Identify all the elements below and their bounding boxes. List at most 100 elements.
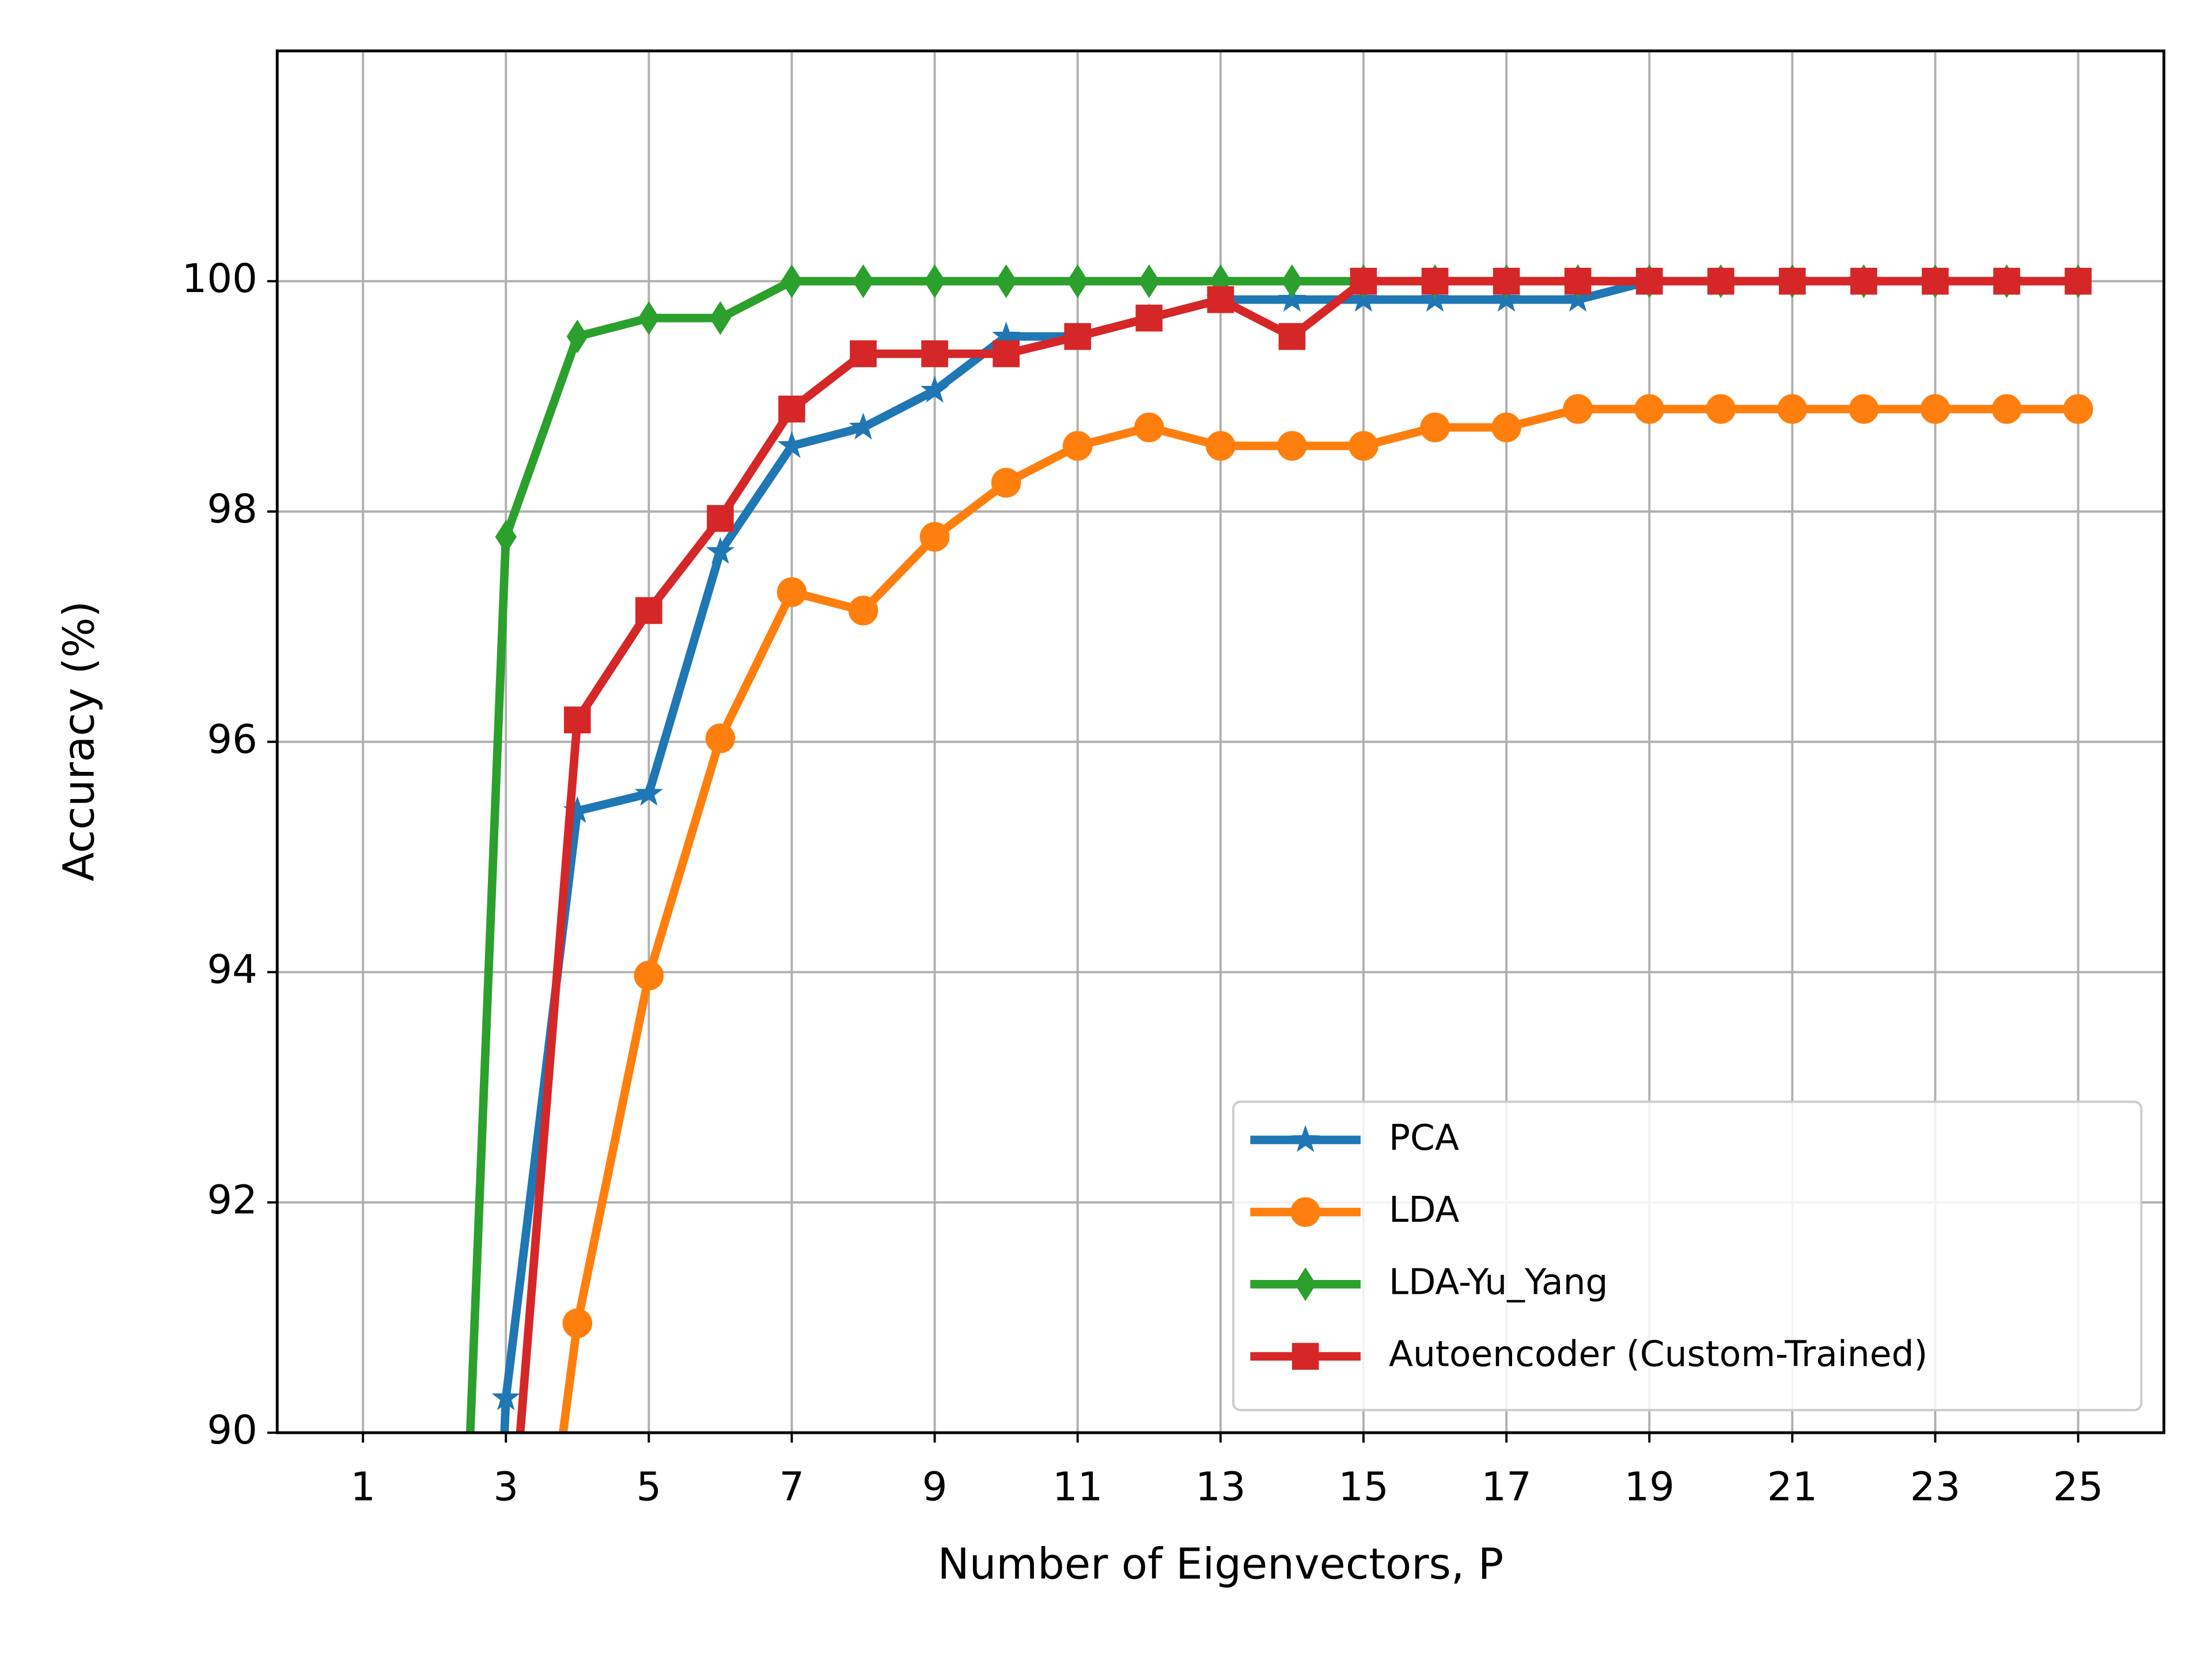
data-point <box>1849 394 1879 424</box>
data-point <box>1991 394 2022 424</box>
y-tick-label: 96 <box>207 717 257 763</box>
data-point <box>1922 267 1949 295</box>
data-point <box>1135 304 1163 332</box>
data-point <box>777 431 806 458</box>
data-point <box>993 340 1020 368</box>
x-tick-label: 19 <box>1624 1464 1675 1510</box>
data-point <box>1993 267 2020 295</box>
data-point <box>995 264 1017 298</box>
legend-label: Autoencoder (Custom-Trained) <box>1389 1334 1927 1375</box>
legend-marker <box>1291 1125 1320 1152</box>
data-point <box>1277 431 1307 461</box>
data-point <box>778 395 805 423</box>
data-point <box>921 340 948 368</box>
data-point <box>2065 267 2092 295</box>
x-tick-label: 5 <box>636 1464 661 1510</box>
x-tick-label: 7 <box>779 1464 805 1510</box>
y-tick-label: 98 <box>207 486 257 532</box>
legend-label: LDA <box>1389 1190 1459 1230</box>
plot-frame <box>275 49 2165 1434</box>
x-tick-label: 1 <box>350 1464 376 1510</box>
data-point <box>1563 394 1593 424</box>
data-point <box>705 723 736 753</box>
data-point <box>1850 267 1877 295</box>
data-point <box>777 577 807 607</box>
y-axis-label: Accuracy (%) <box>55 601 104 881</box>
data-point <box>1706 394 1736 424</box>
data-point <box>566 319 588 354</box>
data-point <box>923 264 946 298</box>
y-tick-label: 90 <box>207 1407 257 1453</box>
data-point <box>1207 286 1234 313</box>
data-point <box>1349 431 1378 461</box>
data-point <box>1138 264 1160 298</box>
x-tick-label: 13 <box>1195 1464 1245 1510</box>
data-point <box>491 1383 520 1411</box>
data-point <box>1349 285 1378 312</box>
data-point <box>1492 285 1521 312</box>
data-point <box>1206 431 1236 461</box>
x-tick-label: 25 <box>2053 1464 2103 1510</box>
x-axis-label: Number of Eigenvectors, P <box>938 1540 1504 1589</box>
data-point <box>781 264 803 298</box>
data-point <box>1634 394 1665 424</box>
data-point <box>562 1308 593 1339</box>
data-point <box>1281 264 1303 298</box>
data-point <box>563 706 591 734</box>
data-point <box>1350 267 1377 295</box>
data-point <box>1420 412 1450 442</box>
data-point <box>1635 267 1663 295</box>
data-point <box>709 301 732 335</box>
data-point <box>1779 267 1806 295</box>
x-tick-label: 17 <box>1481 1464 1531 1510</box>
data-point <box>848 596 878 626</box>
x-tick-label: 15 <box>1338 1464 1388 1510</box>
data-point <box>495 520 517 554</box>
data-point <box>1920 394 1950 424</box>
plot-area <box>465 264 2093 1433</box>
data-point <box>1064 323 1092 350</box>
data-point <box>1062 431 1093 461</box>
y-tick-label: 100 <box>182 256 257 302</box>
legend-label: LDA-Yu_Yang <box>1389 1262 1608 1302</box>
x-tick-label: 9 <box>922 1464 948 1510</box>
data-point <box>706 537 735 564</box>
data-point <box>1707 267 1734 295</box>
data-point <box>1563 285 1592 312</box>
data-point <box>852 264 874 298</box>
data-point <box>919 522 950 552</box>
x-tick-label: 23 <box>1910 1464 1960 1510</box>
data-point <box>1067 264 1089 298</box>
data-point <box>1421 285 1449 312</box>
x-tick-label: 11 <box>1052 1464 1103 1510</box>
y-tick-label: 94 <box>207 947 257 993</box>
legend-label: PCA <box>1389 1118 1459 1158</box>
legend-marker <box>1294 1267 1316 1301</box>
x-tick-label: 21 <box>1767 1464 1817 1510</box>
data-point <box>850 340 877 368</box>
legend-box <box>1232 1100 2143 1411</box>
data-point <box>634 778 663 806</box>
data-point <box>1278 323 1306 350</box>
data-point <box>849 412 878 440</box>
y-tick-label: 92 <box>207 1177 257 1223</box>
data-point <box>2063 394 2093 424</box>
data-point <box>1421 267 1449 295</box>
data-point <box>635 597 662 624</box>
data-point <box>921 376 949 403</box>
legend-marker <box>1290 1197 1320 1227</box>
data-point <box>638 301 660 335</box>
data-point <box>1134 412 1164 442</box>
x-tick-label: 3 <box>493 1464 518 1510</box>
data-point <box>1564 267 1592 295</box>
data-point <box>1777 394 1808 424</box>
data-point <box>634 960 664 991</box>
data-point <box>707 505 734 532</box>
legend-marker <box>1291 1343 1319 1370</box>
data-point <box>1278 285 1306 312</box>
data-point <box>1491 412 1521 442</box>
data-point <box>991 468 1021 498</box>
data-point <box>1493 267 1520 295</box>
